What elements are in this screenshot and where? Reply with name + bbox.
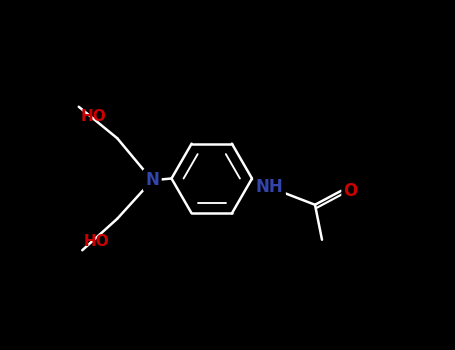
Text: N: N xyxy=(145,171,159,189)
Text: HO: HO xyxy=(84,233,110,248)
Text: O: O xyxy=(343,182,357,200)
Text: HO: HO xyxy=(81,108,106,124)
Text: NH: NH xyxy=(256,178,283,196)
